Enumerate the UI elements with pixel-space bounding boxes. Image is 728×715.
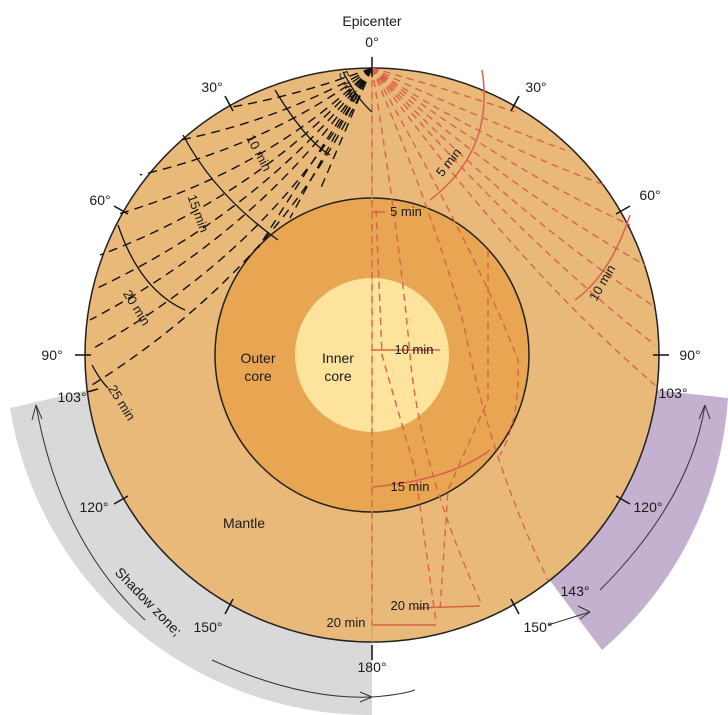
degree-120-right-label: 120° bbox=[634, 499, 663, 515]
degree-90-right-label: 90° bbox=[679, 347, 700, 363]
p-wave-10min-core-label: 10 min bbox=[394, 342, 433, 357]
inner-core-label-line2: core bbox=[324, 368, 351, 384]
epicenter-label: Epicenter bbox=[342, 13, 401, 29]
p-wave-15min-core-label: 15 min bbox=[390, 479, 429, 494]
degree-60-right-label: 60° bbox=[639, 187, 660, 203]
inner-core-label-line1: Inner bbox=[322, 350, 354, 366]
outer-core-label-line1: Outer bbox=[240, 350, 275, 366]
degree-180-label: 180° bbox=[358, 659, 387, 675]
p-wave-shadow-zone bbox=[548, 390, 728, 650]
degree-0-label: 0° bbox=[365, 34, 378, 50]
degree-143-label: 143° bbox=[561, 583, 590, 599]
degree-150-right-label: 150° bbox=[524, 619, 553, 635]
degree-30-left-label: 30° bbox=[201, 79, 222, 95]
outer-core-label-line2: core bbox=[244, 368, 271, 384]
p-wave-fronts bbox=[371, 69, 631, 626]
mantle-label: Mantle bbox=[223, 515, 265, 531]
degree-90-left-label: 90° bbox=[41, 347, 62, 363]
degree-30-right-label: 30° bbox=[525, 79, 546, 95]
degree-150-left-label: 150° bbox=[194, 619, 223, 635]
degree-120-left-label: 120° bbox=[80, 499, 109, 515]
p-wave-5min-core-label: 5 min bbox=[390, 204, 422, 219]
degree-60-left-label: 60° bbox=[89, 192, 110, 208]
s-wave-shadow-zone bbox=[10, 390, 372, 715]
degree-103-left-label: 103° bbox=[58, 389, 87, 405]
p-wave-20min-right-label: 20 min bbox=[390, 598, 429, 613]
degree-103-right-label: 103° bbox=[659, 385, 688, 401]
p-wave-20min-left-label: 20 min bbox=[326, 615, 365, 630]
s-wave-rays bbox=[89, 67, 373, 386]
degree-ticks bbox=[75, 57, 669, 660]
shadow-zone-arrows bbox=[31, 404, 711, 703]
p-wave-rays bbox=[371, 67, 656, 625]
s-wave-fronts bbox=[91, 71, 373, 389]
